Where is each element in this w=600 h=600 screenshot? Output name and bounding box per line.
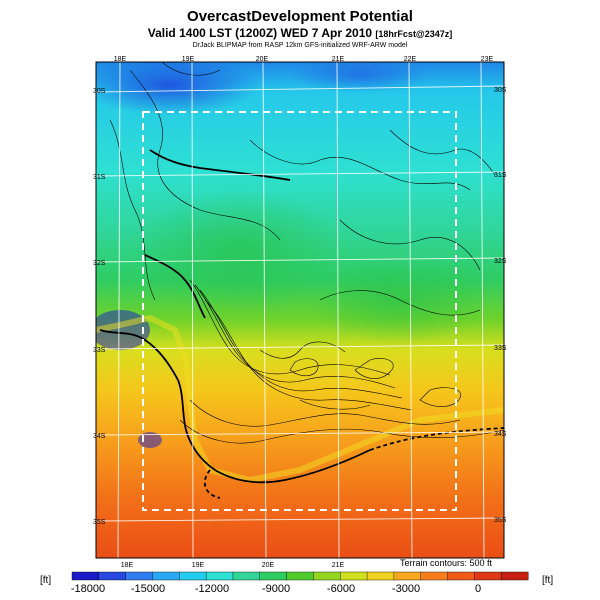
colorbar-label: -9000: [262, 583, 290, 595]
lat-labels-right: 30S 31S 32S 33S 34S 35S: [494, 87, 507, 524]
colorbar-swatch: [393, 571, 422, 581]
colorbar-swatch: [179, 571, 207, 581]
colorbar-labels: -18000 -15000 -12000 -9000 -6000 -3000 0: [71, 583, 481, 595]
inner-domain-box: [142, 111, 457, 511]
lon-labels-top: 18E 19E 20E 21E 22E 23E: [114, 56, 494, 63]
lon-label-top: 19E: [182, 56, 195, 63]
terrain-contours: [109, 62, 504, 444]
colorbar-label: -12000: [195, 583, 229, 595]
lat-label-left: 30S: [93, 88, 106, 95]
colorbar-label: -15000: [131, 583, 165, 595]
colorbar-label: -6000: [327, 583, 355, 595]
colorbar-label: -18000: [71, 583, 105, 595]
colorbar-swatch: [152, 571, 180, 581]
lon-label-top: 21E: [332, 56, 345, 63]
lat-label-left: 32S: [93, 260, 106, 267]
lat-label-right: 34S: [494, 431, 507, 438]
colorbar-swatch: [71, 571, 100, 581]
lon-label-top: 23E: [481, 56, 494, 63]
lat-labels-left: 30S 31S 32S 33S 34S 35S: [93, 88, 106, 526]
lat-label-left: 33S: [93, 347, 106, 354]
map-frame: [95, 61, 505, 559]
units-left: [ft]: [40, 575, 52, 586]
map-subtitle: Valid 1400 LST (1200Z) WED 7 Apr 2010 [1…: [0, 26, 600, 40]
lat-label-left: 35S: [93, 519, 106, 526]
valid-time: Valid 1400 LST (1200Z) WED 7 Apr 2010: [147, 26, 373, 40]
lon-label-top: 20E: [256, 56, 269, 63]
model-credit: DrJack BLIPMAP from RASP 12km GFS-initia…: [192, 42, 408, 49]
lon-label-top: 18E: [114, 56, 127, 63]
colorbar-swatch: [340, 571, 368, 581]
colorbar-label: -3000: [392, 583, 420, 595]
forecast-tag: [18hrFcst@2347z]: [375, 29, 453, 39]
lon-label-bottom: 19E: [192, 562, 205, 569]
lon-label-top: 22E: [404, 56, 417, 63]
colorbar-swatch: [313, 571, 341, 581]
overcast-field: [96, 62, 504, 558]
colorbar-swatch: [205, 571, 234, 581]
lat-label-right: 33S: [494, 345, 507, 352]
colorbar-label: 0: [475, 583, 481, 595]
lat-label-right: 31S: [494, 172, 507, 179]
lat-label-right: 35S: [494, 517, 507, 524]
colorbar-swatch: [286, 571, 314, 581]
colorbar-swatch: [232, 571, 261, 581]
colorbar-swatch: [366, 571, 395, 581]
lat-lon-grid: [95, 61, 505, 559]
colorbar-swatch: [474, 571, 502, 581]
units-right: [ft]: [542, 575, 554, 586]
lon-labels-bottom: 18E 19E 20E 21E: [121, 562, 345, 569]
lat-label-left: 34S: [93, 433, 106, 440]
colorbar-swatch: [500, 571, 529, 581]
colorbar-swatch: [125, 571, 153, 581]
colorbar-swatch: [98, 571, 127, 581]
colorbar-swatch: [420, 571, 449, 581]
terrain-contour-note: Terrain contours: 500 ft: [400, 558, 493, 568]
map-title: OvercastDevelopment Potential: [187, 8, 413, 25]
lon-label-bottom: 20E: [262, 562, 275, 569]
lon-label-bottom: 21E: [332, 562, 345, 569]
lat-label-left: 31S: [93, 174, 106, 181]
lat-label-right: 32S: [494, 258, 507, 265]
lon-label-bottom: 18E: [121, 562, 134, 569]
colorbar-swatch: [447, 571, 475, 581]
lat-label-right: 30S: [494, 87, 507, 94]
coastline: [99, 149, 504, 499]
colorbar: [71, 571, 529, 581]
colorbar-swatch: [259, 571, 288, 581]
